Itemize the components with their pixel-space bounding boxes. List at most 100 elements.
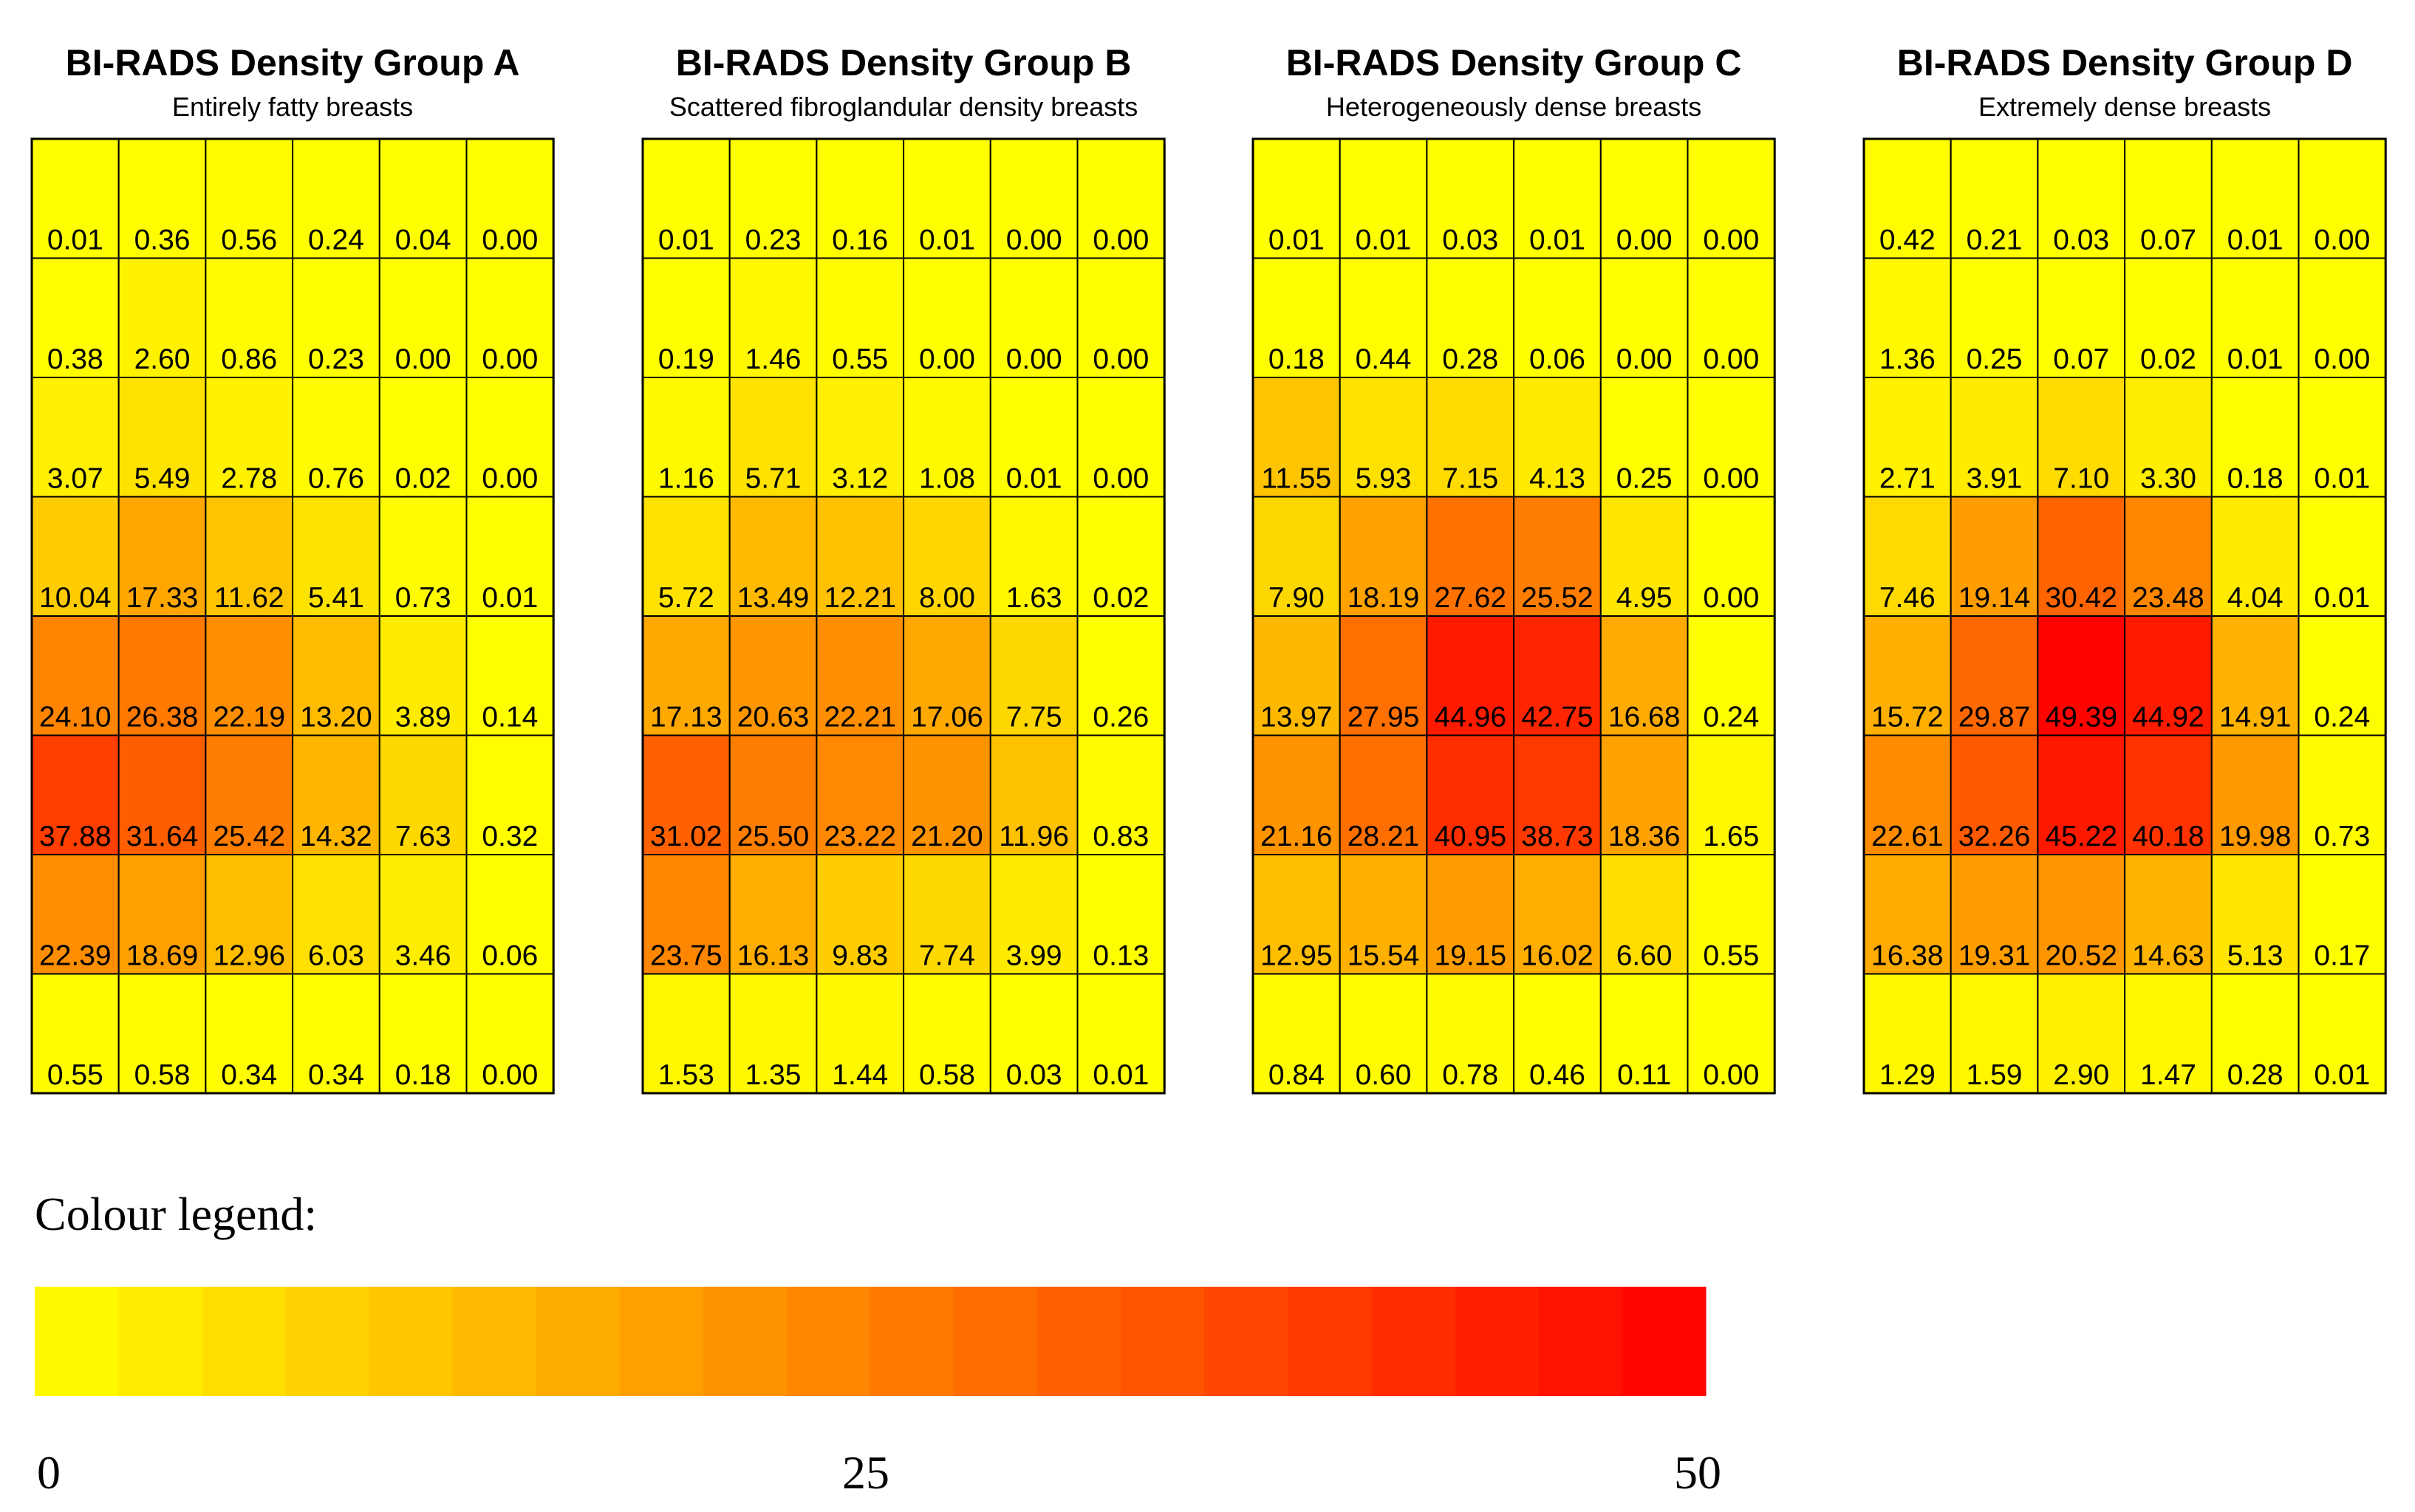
panel-subtitle: Extremely dense breasts	[1978, 92, 2271, 122]
cell-value-label: 0.13	[1093, 940, 1149, 972]
cell-value-label: 0.19	[658, 343, 714, 375]
legend-swatch	[369, 1287, 453, 1396]
cell-value-label: 1.59	[1967, 1059, 2023, 1091]
cell-value-label: 19.14	[1958, 582, 2031, 614]
cell-value-label: 0.55	[1703, 940, 1759, 972]
heatmap-cell	[1863, 615, 1952, 736]
legend-ticks: 0 25 50	[37, 1446, 1721, 1499]
cell-value-label: 21.20	[911, 821, 983, 852]
cell-value-label: 3.46	[395, 940, 451, 972]
cell-value-label: 20.52	[2045, 940, 2117, 972]
heatmap-cell	[1863, 377, 1952, 498]
cell-value-label: 0.03	[1006, 1059, 1062, 1091]
heatmap-cell	[903, 257, 991, 378]
cell-value-label: 0.00	[1703, 582, 1759, 614]
heatmap-cell	[1513, 138, 1602, 259]
cell-value-label: 0.03	[2053, 225, 2109, 256]
heatmap-cell	[465, 734, 555, 855]
cell-value-label: 5.72	[658, 582, 714, 614]
cell-value-label: 29.87	[1958, 702, 2031, 733]
cell-value-label: 0.17	[2314, 940, 2370, 972]
heatmap-cell	[292, 615, 380, 736]
heatmap-cell	[1950, 138, 2039, 259]
panel-title: BI-RADS Density Group B	[676, 42, 1132, 83]
cell-value-label: 0.01	[1356, 225, 1412, 256]
cell-value-label: 0.24	[2314, 702, 2370, 733]
heatmap-cell	[378, 973, 468, 1094]
cell-value-label: 0.24	[308, 225, 364, 256]
cell-value-label: 9.83	[832, 940, 888, 972]
heatmap-cell	[1687, 854, 1776, 975]
cell-value-label: 12.95	[1260, 940, 1333, 972]
heatmap-cell	[642, 496, 731, 617]
heatmap-cell	[903, 734, 991, 855]
cell-value-label: 0.06	[482, 940, 538, 972]
cell-value-label: 20.63	[737, 702, 810, 733]
cell-value-label: 0.25	[1616, 463, 1673, 495]
legend-swatch	[1121, 1287, 1205, 1396]
cell-value-label: 1.63	[1006, 582, 1062, 614]
heatmap-cell	[1950, 496, 2039, 617]
cell-value-label: 37.88	[39, 821, 112, 852]
cell-value-label: 14.63	[2132, 940, 2204, 972]
cell-value-label: 1.44	[832, 1059, 888, 1091]
cell-value-label: 0.23	[308, 343, 364, 375]
cell-value-label: 21.16	[1260, 821, 1333, 852]
heatmap-cell	[1863, 138, 1952, 259]
cell-value-label: 0.60	[1356, 1059, 1412, 1091]
cell-value-label: 3.89	[395, 702, 451, 733]
cell-value-label: 2.71	[1879, 463, 1936, 495]
cell-value-label: 18.19	[1347, 582, 1420, 614]
heatmap-cell	[816, 257, 905, 378]
heatmap-cell	[1687, 973, 1776, 1094]
cell-value-label: 0.00	[482, 225, 538, 256]
heatmap-cell	[816, 973, 905, 1094]
cell-value-label: 2.78	[221, 463, 277, 495]
cell-value-label: 1.29	[1879, 1059, 1936, 1091]
cell-value-label: 0.00	[1093, 343, 1149, 375]
cell-value-label: 17.06	[911, 702, 983, 733]
cell-value-label: 6.03	[308, 940, 364, 972]
heatmap-cell	[1950, 377, 2039, 498]
cell-value-label: 0.46	[1529, 1059, 1585, 1091]
cell-value-label: 0.21	[1967, 225, 2023, 256]
cell-value-label: 7.46	[1879, 582, 1936, 614]
cell-value-label: 42.75	[1521, 702, 1594, 733]
heatmap-cell	[292, 257, 380, 378]
cell-value-label: 5.49	[134, 463, 191, 495]
cell-value-label: 23.22	[824, 821, 896, 852]
cell-value-label: 0.01	[658, 225, 714, 256]
cell-value-label: 38.73	[1521, 821, 1594, 852]
cell-value-label: 0.18	[1268, 343, 1325, 375]
cell-value-label: 0.24	[1703, 702, 1759, 733]
heatmap-cell	[2298, 257, 2387, 378]
heatmap-cell	[292, 854, 380, 975]
heatmap-cell	[1950, 615, 2039, 736]
heatmap-cell	[2124, 854, 2213, 975]
cell-value-label: 0.06	[1529, 343, 1585, 375]
cell-value-label: 31.02	[650, 821, 723, 852]
heatmap-cell	[642, 257, 731, 378]
cell-value-label: 0.00	[1093, 225, 1149, 256]
cell-value-label: 0.58	[919, 1059, 975, 1091]
cell-value-label: 0.01	[2314, 463, 2370, 495]
cell-value-label: 0.73	[2314, 821, 2370, 852]
panel-group-b: BI-RADS Density Group B Scattered fibrogl…	[641, 42, 1166, 1095]
heatmap-cell	[2210, 377, 2300, 498]
heatmap-cell	[1687, 257, 1776, 378]
heatmap-cell	[2298, 854, 2387, 975]
cell-value-label: 25.50	[737, 821, 810, 852]
cell-value-label: 17.33	[126, 582, 199, 614]
heatmap-cell	[1252, 973, 1341, 1094]
cell-value-label: 25.52	[1521, 582, 1594, 614]
heatmap-cell	[2298, 973, 2387, 1094]
legend-swatch	[786, 1287, 871, 1396]
cell-value-label: 0.83	[1093, 821, 1149, 852]
panel-group-c: BI-RADS Density Group C Heterogeneously d…	[1251, 42, 1776, 1095]
heatmap-cell	[1426, 734, 1515, 855]
heatmap-cell	[2037, 257, 2126, 378]
cell-value-label: 0.00	[1703, 463, 1759, 495]
heatmap-cell	[728, 138, 818, 259]
cell-value-label: 8.00	[919, 582, 975, 614]
panel-subtitle: Entirely fatty breasts	[172, 92, 413, 122]
